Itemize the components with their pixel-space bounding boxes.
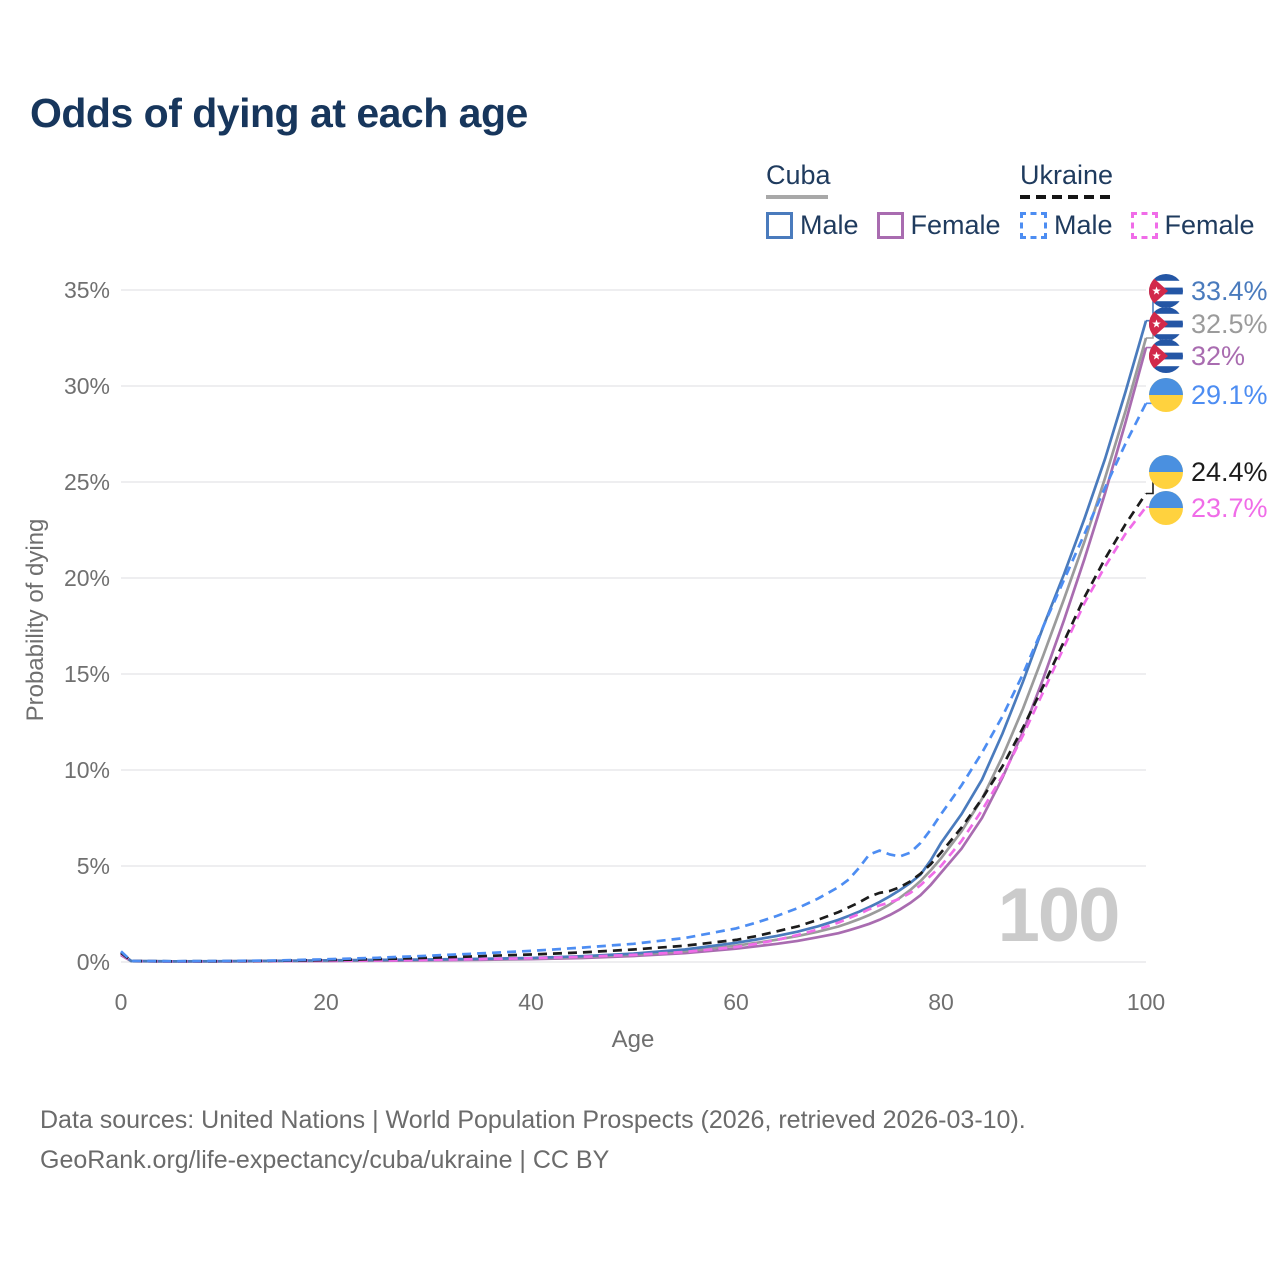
legend-ukraine-label: Ukraine [1020,160,1114,190]
end-label-value: 32.5% [1191,308,1268,339]
series-line-cuba-female [120,347,1148,963]
end-label-cuba-female: 32% [1149,339,1245,373]
xtick-label: 20 [313,989,339,1015]
legend-ukraine-dashed-line-key [1020,195,1110,199]
end-label-ukraine-male: 29.1% [1149,378,1268,412]
ytick-label: 15% [63,661,110,687]
ytick-label: 20% [63,565,110,591]
cuba-male-swatch-icon [766,212,793,239]
xtick-label: 40 [518,989,544,1015]
end-label-ukraine-female: 23.7% [1149,491,1268,525]
ytick-label: 35% [63,277,110,303]
ukraine-male-swatch-icon [1020,212,1047,239]
end-label-value: 32% [1191,340,1246,371]
xtick-label: 0 [114,989,128,1015]
end-label-cuba-male: 33.4% [1149,274,1268,308]
data-sources-text: Data sources: United Nations | World Pop… [40,1106,1026,1134]
series-line-ukraine-male [120,402,1148,963]
legend-cuba-female-label: Female [910,210,1001,240]
legend-cuba-solid-line-key [766,195,828,199]
xtick-label: 60 [723,989,749,1015]
end-label-cuba-combined: 32.5% [1149,307,1268,341]
ukraine-flag-icon [1149,455,1183,489]
xtick-label: 100 [1126,989,1166,1015]
cuba-flag-icon [1149,274,1183,308]
age-counter-watermark: 100 [997,873,1121,958]
end-label-value: 23.7% [1191,492,1268,523]
series-line-cuba-combined [120,337,1148,963]
xtick-label: 80 [928,989,954,1015]
legend-group-cuba: Cuba Male Female [766,160,1001,241]
ytick-label: 30% [63,373,110,399]
ukraine-flag-icon [1149,378,1183,412]
legend-item-cuba-female: Female [876,210,1001,241]
legend-cuba-male-label: Male [800,210,859,240]
ytick-label: 25% [63,469,110,495]
x-axis-title: Age [611,1026,655,1053]
series-line-cuba-male [120,320,1148,963]
legend-group-ukraine: Ukraine Male Female [1020,160,1255,241]
cuba-flag-icon [1149,339,1183,373]
end-label-value: 29.1% [1191,379,1268,410]
series-line-ukraine-female [120,506,1148,963]
ytick-label: 5% [76,853,110,879]
end-label-ukraine-combined: 24.4% [1149,455,1268,489]
legend-item-cuba-male: Male [766,210,859,241]
end-label-value: 24.4% [1191,456,1268,487]
end-label-value: 33.4% [1191,275,1268,306]
legend-item-ukraine-male: Male [1020,210,1113,241]
cuba-flag-icon [1149,307,1183,341]
ukraine-female-swatch-icon [1130,212,1158,239]
legend-cuba-label: Cuba [766,160,831,190]
series-line-ukraine-combined [120,492,1148,963]
ytick-label: 0% [76,949,110,975]
legend-ukraine-female-label: Female [1164,210,1255,240]
legend-ukraine-male-label: Male [1054,210,1113,240]
attribution-text: GeoRank.org/life-expectancy/cuba/ukraine… [40,1146,610,1174]
cuba-female-swatch-icon [876,212,904,239]
page-title: Odds of dying at each age [30,90,528,136]
legend-item-ukraine-female: Female [1130,210,1255,241]
ukraine-flag-icon [1149,491,1183,525]
ytick-label: 10% [63,757,110,783]
